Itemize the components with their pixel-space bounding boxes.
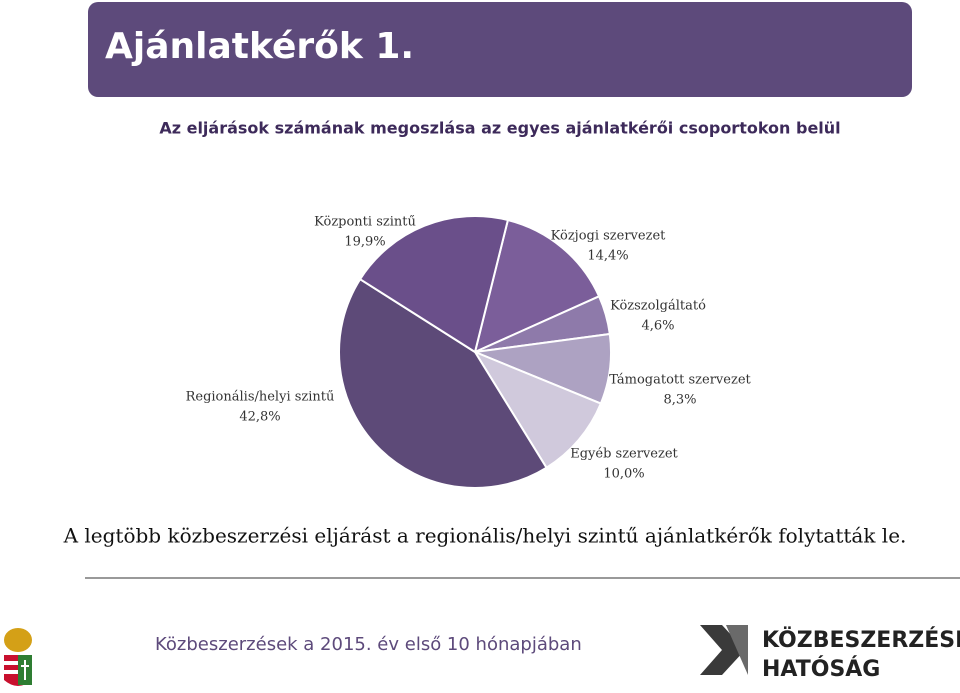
coat-of-arms — [4, 628, 32, 686]
slice-label: Támogatott szervezet — [609, 373, 751, 388]
value-label: 8,3% — [663, 393, 696, 408]
pie-slice — [473, 218, 601, 354]
pie-slice — [472, 349, 603, 470]
value-label: 4,6% — [641, 319, 674, 334]
chart-title: Az eljárások számának megoszlása az egye… — [159, 119, 840, 138]
slice-label: Egyéb szervezet — [570, 447, 678, 462]
pie — [338, 215, 612, 489]
slice-label: Közszolgáltató — [610, 299, 706, 314]
footer: Közbeszerzések a 2015. év első 10 hónapj… — [155, 634, 582, 655]
header-title: Ajánlatkérők 1. — [105, 26, 414, 67]
slice-label: Közjogi szervezet — [551, 229, 667, 244]
logo-text: KÖZBESZERZÉSI — [762, 627, 960, 653]
logo-text: HATÓSÁG — [762, 656, 880, 682]
pie-slice — [338, 277, 548, 489]
value-label: 19,9% — [344, 235, 385, 250]
header-bar — [88, 2, 912, 97]
slice-label: Regionális/helyi szintű — [186, 390, 335, 405]
summary: A legtöbb közbeszerzési eljárást a regio… — [63, 524, 907, 548]
pie-slice — [358, 215, 510, 354]
value-label: 10,0% — [603, 467, 644, 482]
value-label: 42,8% — [239, 410, 280, 425]
slice-label: Központi szintű — [314, 215, 416, 230]
logo: KÖZBESZERZÉSI HATÓSÁG — [700, 625, 960, 682]
value-label: 14,4% — [587, 249, 628, 264]
